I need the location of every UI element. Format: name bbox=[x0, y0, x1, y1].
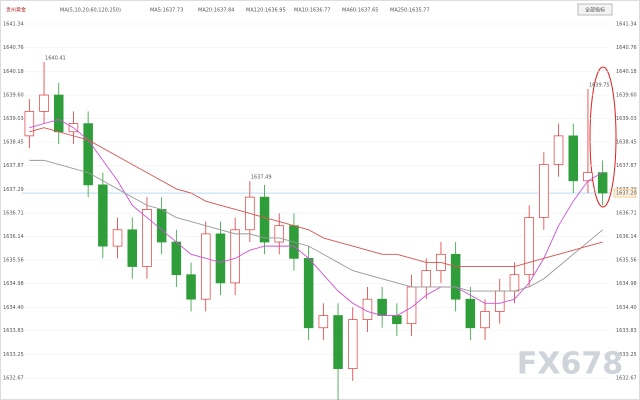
ma-line bbox=[29, 127, 603, 267]
candle-body bbox=[450, 253, 461, 300]
y-tick-label-left: 1637.87 bbox=[3, 163, 24, 169]
y-tick-label-right: 1634.98 bbox=[616, 281, 637, 287]
y-tick-label-right: 1636.14 bbox=[616, 234, 637, 240]
extreme-label: 1640.41 bbox=[45, 55, 66, 61]
extreme-label: 1639.75 bbox=[589, 82, 610, 88]
candle-body bbox=[333, 315, 343, 369]
indicator-button-label[interactable]: 全部指标 bbox=[585, 7, 605, 14]
candle-body bbox=[142, 209, 152, 267]
candle-body bbox=[568, 135, 579, 182]
y-tick-label-left: 1635.56 bbox=[3, 258, 24, 264]
last-price-label: 1637.20 bbox=[616, 191, 637, 197]
watermark: FX678 bbox=[517, 347, 623, 382]
candle-body bbox=[274, 225, 285, 243]
y-tick-label-left: 1638.45 bbox=[3, 140, 24, 146]
y-tick-label-left: 1637.29 bbox=[3, 187, 24, 193]
legend-entry: MA20:1637.84 bbox=[198, 8, 234, 14]
candle-body bbox=[597, 172, 608, 194]
legend-entry: MA250:1635.77 bbox=[390, 8, 430, 14]
y-tick-label-left: 1640.76 bbox=[3, 45, 24, 51]
y-tick-label-right: 1635.56 bbox=[616, 258, 637, 264]
y-tick-label-left: 1634.98 bbox=[3, 281, 24, 287]
highlight-ellipse bbox=[589, 66, 617, 208]
candle-body bbox=[127, 229, 138, 267]
y-tick-label-left: 1641.34 bbox=[3, 22, 24, 28]
candle-body bbox=[83, 123, 93, 186]
candle-body bbox=[98, 184, 108, 247]
y-tick-label-right: 1634.40 bbox=[616, 305, 637, 311]
candle-body bbox=[24, 111, 35, 137]
y-tick-label-right: 1633.25 bbox=[616, 352, 637, 358]
y-tick-label-right: 1638.45 bbox=[616, 140, 637, 146]
candle-body bbox=[465, 298, 476, 329]
candle-body bbox=[553, 135, 564, 165]
y-tick-label-left: 1636.71 bbox=[3, 211, 24, 217]
indicator-button[interactable] bbox=[577, 3, 613, 16]
legend-entry: MA10:1636.77 bbox=[294, 8, 330, 14]
legend-entry: MA5:1637.73 bbox=[150, 8, 183, 14]
y-tick-label-left: 1633.25 bbox=[3, 352, 24, 358]
y-tick-label-left: 1639.03 bbox=[3, 116, 24, 122]
candle-body bbox=[215, 233, 226, 284]
candle-body bbox=[524, 217, 534, 276]
y-tick-label-right: 1639.03 bbox=[616, 116, 637, 122]
candle-body bbox=[171, 241, 182, 276]
candle-body bbox=[318, 315, 329, 329]
y-tick-label-left: 1636.14 bbox=[3, 234, 24, 240]
candle-body bbox=[112, 229, 123, 247]
candle-body bbox=[53, 94, 64, 133]
y-tick-label-right: 1633.83 bbox=[616, 328, 637, 334]
candle-body bbox=[539, 164, 549, 218]
candle-body bbox=[509, 274, 520, 292]
candle-body bbox=[377, 298, 387, 316]
candle-body bbox=[392, 315, 402, 325]
candle-body bbox=[494, 290, 505, 312]
y-tick-label-left: 1639.60 bbox=[3, 93, 24, 99]
candle-body bbox=[259, 196, 270, 243]
candle-body bbox=[39, 94, 49, 112]
y-tick-label-right: 1632.67 bbox=[616, 376, 637, 382]
instrument-name: 贵州黄金 bbox=[6, 7, 26, 14]
extreme-label: 1637.49 bbox=[251, 175, 272, 181]
candle-body bbox=[186, 274, 196, 300]
y-tick-label-right: 1641.34 bbox=[616, 22, 637, 28]
y-tick-label-right: 1640.76 bbox=[616, 45, 637, 51]
candle-body bbox=[200, 233, 211, 300]
legend-entry: MA120:1636.95 bbox=[246, 8, 286, 14]
y-tick-label-right: 1636.71 bbox=[616, 211, 637, 217]
last-price-box bbox=[613, 188, 637, 198]
y-tick-label-left: 1632.67 bbox=[3, 376, 24, 382]
y-tick-label-right: 1640.18 bbox=[616, 69, 637, 75]
y-tick-label-left: 1640.18 bbox=[3, 69, 24, 75]
ma-line bbox=[29, 159, 603, 292]
candle-body bbox=[421, 270, 432, 288]
candle-body bbox=[480, 311, 490, 329]
candle-body bbox=[303, 258, 314, 329]
candle-body bbox=[347, 319, 358, 369]
candle-body bbox=[156, 209, 167, 243]
indicator-name: MA(5,10,20,60,120,250) bbox=[60, 8, 121, 14]
y-tick-label-left: 1633.83 bbox=[3, 328, 24, 334]
y-tick-label-right: 1637.87 bbox=[616, 163, 637, 169]
y-tick-label-right: 1639.60 bbox=[616, 93, 637, 99]
y-tick-label-left: 1634.40 bbox=[3, 305, 24, 311]
legend-entry: MA60:1637.65 bbox=[342, 8, 378, 14]
